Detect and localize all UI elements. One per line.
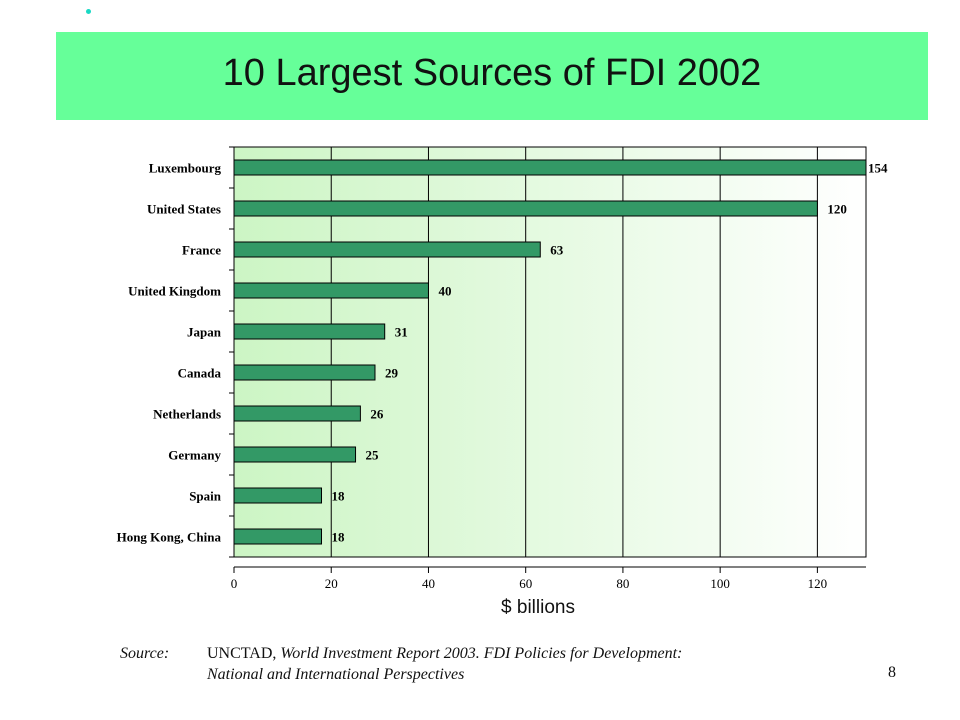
data-label: 40 [438, 284, 451, 299]
source-report: World Investment Report 2003. FDI Polici… [280, 645, 683, 662]
bar [233, 323, 386, 340]
data-label: 18 [332, 489, 346, 504]
x-tick-label: 20 [325, 576, 338, 591]
source-publisher: UNCTAD, [207, 645, 281, 662]
data-label: 26 [370, 407, 384, 422]
bar [233, 282, 429, 299]
bar [233, 200, 818, 217]
bar [233, 241, 541, 258]
data-label: 25 [366, 448, 380, 463]
data-label: 63 [550, 243, 564, 258]
data-label: 154 [868, 161, 888, 176]
y-tick-label: Hong Kong, China [117, 530, 222, 545]
data-label: 31 [395, 325, 408, 340]
y-tick-label: Canada [178, 366, 222, 381]
page-number: 8 [888, 664, 896, 681]
y-tick-label: France [182, 243, 221, 258]
y-tick-label: Spain [189, 489, 222, 504]
x-axis-title: $ billions [501, 597, 575, 618]
y-tick-label: Germany [168, 448, 221, 463]
source-line-2: National and International Perspectives [207, 666, 465, 683]
bar [233, 487, 323, 504]
title-banner: 10 Largest Sources of FDI 2002 [56, 32, 928, 120]
x-tick-label: 80 [616, 576, 629, 591]
y-tick-label: United States [147, 202, 221, 217]
bar [233, 364, 376, 381]
data-label: 120 [827, 202, 847, 217]
bar [233, 405, 361, 422]
axes-group [229, 146, 867, 573]
x-tick-label: 100 [710, 576, 730, 591]
y-tick-label: Japan [187, 325, 222, 340]
x-tick-label: 0 [231, 576, 238, 591]
x-tick-label: 60 [519, 576, 532, 591]
x-tick-label: 40 [422, 576, 435, 591]
bar [233, 446, 357, 463]
slide-title: 10 Largest Sources of FDI 2002 [222, 52, 762, 94]
bullet-marker-1 [86, 9, 91, 14]
source-text: UNCTAD, World Investment Report 2003. FD… [207, 643, 827, 664]
x-tick-label: 120 [808, 576, 828, 591]
bar [233, 528, 323, 545]
labels-group: Luxembourg 154 United States 120 France 63 Uni… [117, 161, 888, 592]
y-tick-label: Netherlands [153, 407, 221, 422]
source-label: Source: [120, 645, 170, 662]
y-tick-label: United Kingdom [128, 284, 221, 299]
data-label: 29 [385, 366, 399, 381]
bars-group [233, 159, 867, 545]
bar [233, 159, 867, 176]
y-tick-label: Luxembourg [149, 161, 222, 176]
data-label: 18 [332, 530, 346, 545]
